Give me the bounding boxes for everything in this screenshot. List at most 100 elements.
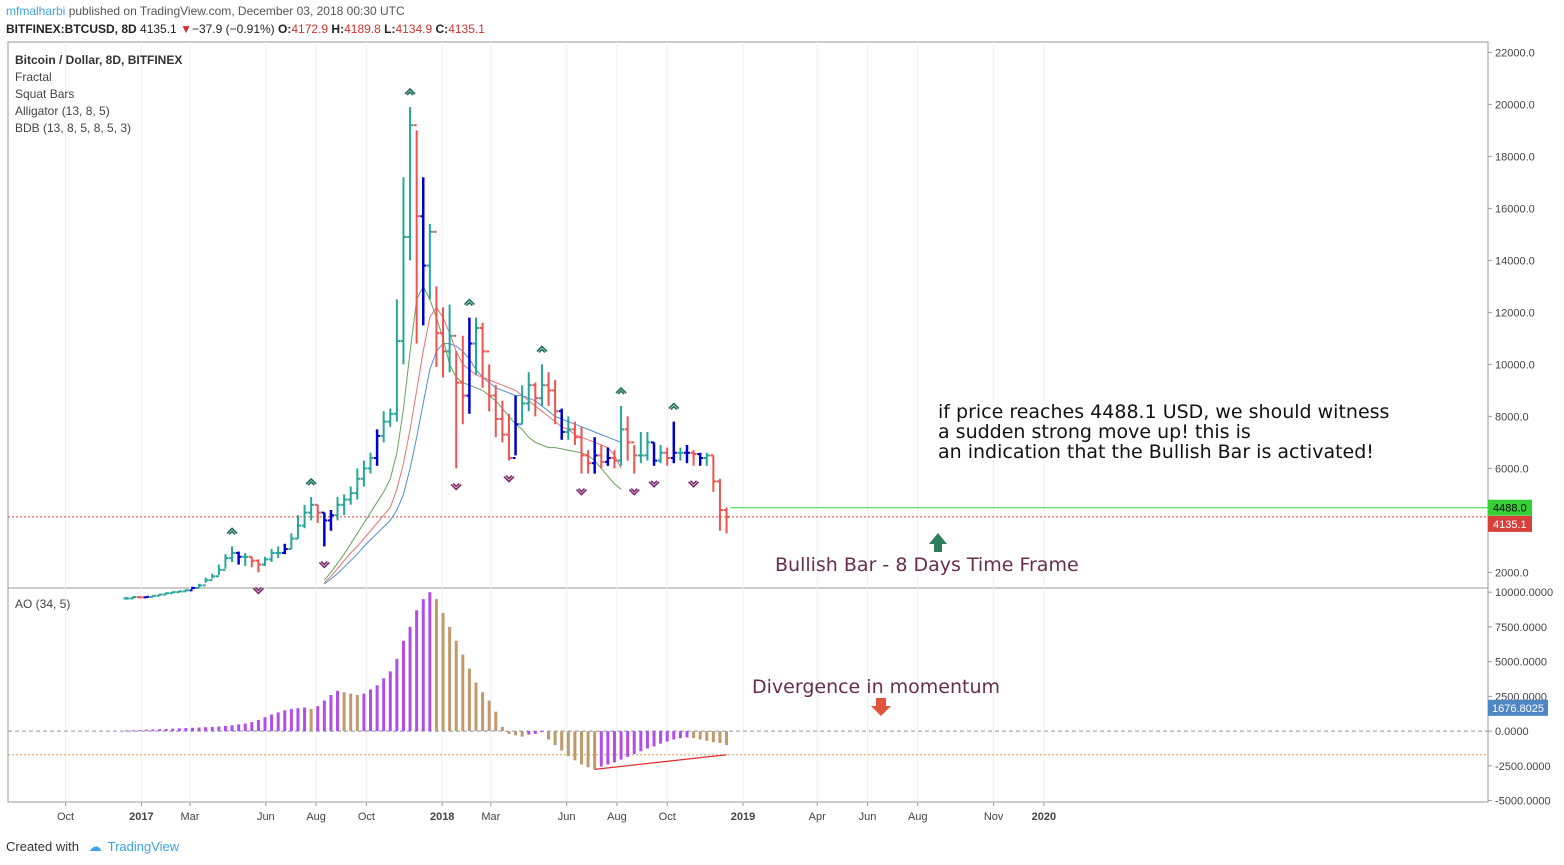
chart-legend: Bitcoin / Dollar, 8D, BITFINEX Fractal S… (15, 53, 182, 611)
last-price-badge (1488, 515, 1532, 532)
fractal-down-marker (628, 488, 640, 496)
ao-bar (711, 731, 715, 743)
legend-squat-bars[interactable]: Squat Bars (15, 87, 74, 101)
ao-bar (705, 731, 709, 741)
price-axis[interactable]: 2000.04000.06000.08000.010000.012000.014… (1488, 47, 1535, 579)
ao-bar (454, 640, 458, 732)
x-tick-label: 2020 (1032, 811, 1056, 823)
ao-bar (725, 731, 729, 746)
y-tick-label: 8000.0 (1495, 411, 1529, 423)
fractal-up-marker (226, 527, 238, 535)
ao-bar (243, 723, 247, 732)
fractal-down-marker (575, 488, 588, 496)
x-tick-label: 2017 (129, 811, 153, 823)
ao-bar (652, 731, 656, 747)
y-tick-label: 16000.0 (1495, 203, 1535, 215)
x-tick-label: Aug (306, 811, 326, 823)
ao-bar (560, 731, 564, 751)
legend-alligator[interactable]: Alligator (13, 8, 5) (15, 104, 110, 118)
ao-bar (698, 731, 702, 740)
down-arrow-icon: ▼ (180, 22, 192, 36)
ao-bar (388, 671, 392, 732)
ao-bar (593, 731, 597, 770)
ao-bar (481, 692, 485, 732)
ao-bar (692, 731, 696, 739)
ao-bar (270, 714, 274, 732)
legend-ao[interactable]: AO (34, 5) (15, 597, 70, 611)
ao-bar (342, 692, 346, 732)
ao-bar (573, 731, 577, 761)
tradingview-logo-icon[interactable]: ☁ (88, 839, 102, 854)
ao-bar (494, 711, 498, 732)
ao-bar (362, 693, 366, 732)
ao-bar (197, 727, 201, 732)
ao-bar (487, 700, 491, 732)
x-tick-label: Jun (859, 811, 877, 823)
ao-bar (520, 731, 524, 737)
x-tick-label: Nov (984, 811, 1004, 823)
note-line-2: a sudden strong move up! this is (938, 421, 1251, 443)
x-tick-label: 2018 (430, 811, 454, 823)
ao-bar (527, 731, 531, 735)
ao-bar (349, 693, 353, 732)
ao-bar (210, 726, 214, 732)
bullish-bar-label: Bullish Bar - 8 Days Time Frame (775, 554, 1079, 576)
ao-bar (283, 710, 287, 732)
annotation-note: if price reaches 4488.1 USD, we should w… (938, 401, 1389, 463)
tradingview-brand[interactable]: TradingView (107, 839, 180, 854)
ao-bar (718, 731, 722, 743)
ao-bar (230, 725, 234, 732)
alligator-teeth (323, 306, 622, 584)
ao-bar (177, 728, 181, 732)
high-label: H: (331, 22, 345, 36)
divergence-trendline (594, 754, 727, 770)
author-name[interactable]: mfmalharbi (6, 4, 66, 18)
ao-bar (303, 707, 307, 732)
ao-histogram (8, 592, 1488, 770)
fractal-up-marker (536, 345, 548, 353)
ao-bar (401, 640, 405, 732)
ao-bar (533, 731, 537, 734)
time-axis[interactable]: Oct 2017 Mar Jun Aug Oct 2018 Mar Jun Aug Oct 2019 A… (57, 802, 1056, 823)
down-arrow-icon (871, 698, 891, 716)
fractal-down-marker (318, 560, 330, 569)
ao-bar (329, 695, 333, 732)
ao-bar (368, 689, 372, 732)
target-price-badge (1488, 499, 1532, 516)
ao-bar (336, 690, 340, 732)
x-tick-label: 2019 (731, 811, 755, 823)
ao-y-tick-label: 0.0000 (1495, 726, 1529, 738)
x-tick-label: Jun (558, 811, 576, 823)
ao-bar (190, 727, 194, 732)
legend-fractal[interactable]: Fractal (15, 70, 52, 84)
y-tick-label: 6000.0 (1495, 463, 1529, 475)
legend-bdb[interactable]: BDB (13, 8, 5, 8, 5, 3) (15, 121, 131, 135)
x-tick-label: Mar (181, 811, 200, 823)
ao-axis[interactable]: -5000.0000-2500.00000.00002500.00005000.… (1488, 587, 1553, 808)
low-value: 4134.9 (395, 22, 433, 36)
ao-bar (223, 725, 227, 732)
fractal-up-marker (305, 477, 317, 486)
ao-bar (540, 731, 544, 733)
ao-bar (171, 728, 175, 732)
created-with: Created with (6, 839, 79, 854)
publish-info: mfmalharbi published on TradingView.com,… (6, 4, 405, 18)
ao-bar (434, 599, 438, 732)
ao-bar (639, 731, 643, 752)
legend-title[interactable]: Bitcoin / Dollar, 8D, BITFINEX (15, 53, 182, 67)
ao-bar (184, 728, 188, 732)
y-tick-label: 22000.0 (1495, 47, 1535, 59)
ao-bar (408, 626, 412, 732)
ao-bar (606, 731, 610, 765)
ao-bar (672, 731, 676, 740)
ao-bar (461, 654, 465, 732)
x-tick-label: Oct (358, 811, 375, 823)
ao-bar (382, 678, 386, 732)
alligator-lips (323, 285, 622, 581)
ao-bar (586, 731, 590, 768)
ao-bar (204, 727, 208, 732)
ao-bar (547, 731, 551, 740)
ao-bar (500, 726, 504, 732)
symbol-line: BITFINEX:BTCUSD, 8D 4135.1 ▼−37.9 (−0.91… (6, 22, 485, 36)
